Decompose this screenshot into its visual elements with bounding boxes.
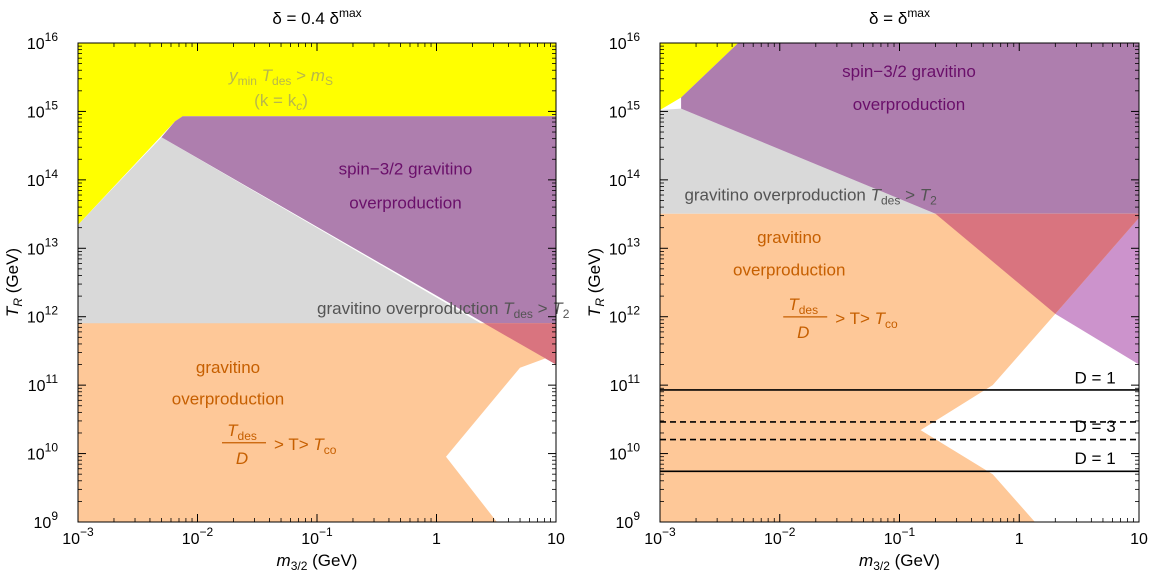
svg-text:Tdes: Tdes xyxy=(227,421,257,443)
annotation-3: gravitino overproduction Tdes > T2 xyxy=(684,185,937,207)
annotation-5: overproduction xyxy=(733,261,845,280)
annotation-6: gravitino xyxy=(196,358,260,377)
annotation-2: overproduction xyxy=(853,95,965,114)
region-yellow xyxy=(660,43,739,110)
region-overlap xyxy=(484,323,556,365)
x-tick-label: 10 xyxy=(547,531,565,548)
region-purple_light xyxy=(1055,215,1139,365)
annotation-2: (k = kc) xyxy=(254,91,308,113)
x-tick-label: 10−3 xyxy=(62,525,94,548)
chart-panel-2: spin−3/2 gravitino overproduction gravitin… xyxy=(585,6,1148,573)
y-tick-label: 1012 xyxy=(27,304,58,327)
x-tick-label: 10−2 xyxy=(182,525,214,548)
annotation-7: overproduction xyxy=(172,390,284,409)
annotation-1: spin−3/2 gravitino xyxy=(842,62,976,81)
svg-text:D: D xyxy=(236,449,248,468)
svg-text:> T> Tco: > T> Tco xyxy=(835,309,898,331)
fraction-label: Tdes D > T> Tco xyxy=(222,421,337,468)
chart-title: δ = δmax xyxy=(869,6,930,28)
annotation-4: overproduction xyxy=(349,194,461,213)
region-overlap xyxy=(935,213,1139,314)
y-tick-label: 1013 xyxy=(609,235,640,258)
y-tick-label: 1010 xyxy=(609,441,640,464)
chart-panel-1: ymin Tdes > mS (k = kc) spin−3/2 gravitino… xyxy=(3,6,570,573)
annotation-4: gravitino xyxy=(757,228,821,247)
plot-area xyxy=(78,43,556,522)
y-tick-label: 1011 xyxy=(28,372,59,395)
y-tick-label: 1015 xyxy=(27,98,58,121)
annotation-3: spin−3/2 gravitino xyxy=(339,159,473,178)
region-yellow xyxy=(78,43,556,225)
x-tick-label: 10−2 xyxy=(764,525,796,548)
y-tick-label: 109 xyxy=(34,509,59,532)
region-orange xyxy=(660,213,1139,522)
annotation-5: gravitino overproduction Tdes > T2 xyxy=(317,299,570,321)
region-purple xyxy=(161,116,556,365)
plot-area xyxy=(660,43,1139,522)
y-tick-label: 1015 xyxy=(609,98,640,121)
svg-text:Tdes: Tdes xyxy=(788,295,818,317)
svg-text:> T> Tco: > T> Tco xyxy=(274,435,337,457)
y-axis-label: TR (GeV) xyxy=(3,248,25,317)
svg-text:D: D xyxy=(797,323,809,342)
x-axis-label: m3/2 (GeV) xyxy=(277,551,358,573)
y-tick-label: 1013 xyxy=(27,235,58,258)
y-tick-label: 1014 xyxy=(609,167,640,190)
y-tick-label: 1014 xyxy=(27,167,58,190)
y-tick-label: 1016 xyxy=(609,30,640,53)
x-tick-label: 1 xyxy=(1015,531,1024,548)
y-tick-label: 1011 xyxy=(610,372,641,395)
x-tick-label: 10−1 xyxy=(301,525,333,548)
region-orange xyxy=(78,323,556,522)
region-gray xyxy=(660,108,936,214)
annotation-8: D = 3 xyxy=(1075,417,1116,436)
x-tick-label: 10−1 xyxy=(884,525,916,548)
chart-title: δ = 0.4 δmax xyxy=(272,6,361,28)
y-axis-label: TR (GeV) xyxy=(585,248,607,317)
y-tick-label: 1010 xyxy=(27,441,58,464)
x-tick-label: 10−3 xyxy=(644,525,676,548)
annotation-7: D = 1 xyxy=(1075,369,1116,388)
x-tick-label: 10 xyxy=(1130,531,1148,548)
x-tick-label: 1 xyxy=(432,531,441,548)
x-axis-label: m3/2 (GeV) xyxy=(859,551,940,573)
region-gray xyxy=(78,137,485,326)
region-purple xyxy=(681,43,1139,214)
fraction-label: Tdes D > T> Tco xyxy=(783,295,898,342)
y-tick-label: 109 xyxy=(616,509,641,532)
y-tick-label: 1012 xyxy=(609,304,640,327)
y-tick-label: 1016 xyxy=(27,30,58,53)
annotation-9: D = 1 xyxy=(1075,449,1116,468)
annotation-1: ymin Tdes > mS xyxy=(228,66,333,88)
